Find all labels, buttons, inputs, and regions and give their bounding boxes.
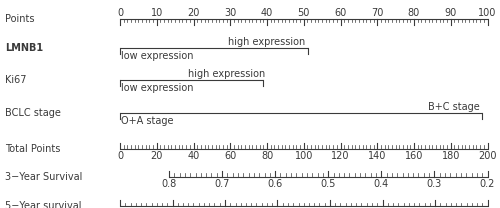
Text: 180: 180 xyxy=(442,151,460,161)
Text: 160: 160 xyxy=(405,151,423,161)
Text: 40: 40 xyxy=(188,151,200,161)
Text: B+C stage: B+C stage xyxy=(428,102,479,112)
Text: O+A stage: O+A stage xyxy=(121,116,174,126)
Text: BCLC stage: BCLC stage xyxy=(5,108,61,118)
Text: 0.5: 0.5 xyxy=(320,179,336,189)
Text: 50: 50 xyxy=(298,8,310,18)
Text: high expression: high expression xyxy=(228,37,305,47)
Text: 120: 120 xyxy=(331,151,350,161)
Text: 3−Year Survival: 3−Year Survival xyxy=(5,172,82,182)
Text: 0.4: 0.4 xyxy=(374,179,389,189)
Text: 0: 0 xyxy=(117,151,123,161)
Text: 80: 80 xyxy=(261,151,273,161)
Text: 60: 60 xyxy=(334,8,346,18)
Text: 0.7: 0.7 xyxy=(214,179,230,189)
Text: Points: Points xyxy=(5,14,34,24)
Text: low expression: low expression xyxy=(121,83,194,93)
Text: 90: 90 xyxy=(444,8,457,18)
Text: high expression: high expression xyxy=(188,69,265,79)
Text: 100: 100 xyxy=(294,151,313,161)
Text: 0.2: 0.2 xyxy=(480,179,495,189)
Text: LMNB1: LMNB1 xyxy=(5,43,43,53)
Text: 0.6: 0.6 xyxy=(268,179,283,189)
Text: 5−Year survival: 5−Year survival xyxy=(5,201,82,208)
Text: 10: 10 xyxy=(150,8,163,18)
Text: 30: 30 xyxy=(224,8,236,18)
Text: 80: 80 xyxy=(408,8,420,18)
Text: Total Points: Total Points xyxy=(5,144,60,154)
Text: 60: 60 xyxy=(224,151,236,161)
Text: 40: 40 xyxy=(261,8,273,18)
Text: 0: 0 xyxy=(117,8,123,18)
Text: 0.8: 0.8 xyxy=(162,179,176,189)
Text: 200: 200 xyxy=(478,151,497,161)
Text: 20: 20 xyxy=(188,8,200,18)
Text: 140: 140 xyxy=(368,151,386,161)
Text: 100: 100 xyxy=(478,8,496,18)
Text: 70: 70 xyxy=(371,8,384,18)
Text: low expression: low expression xyxy=(121,51,194,61)
Text: 20: 20 xyxy=(150,151,163,161)
Text: 0.3: 0.3 xyxy=(427,179,442,189)
Text: Ki67: Ki67 xyxy=(5,75,26,85)
